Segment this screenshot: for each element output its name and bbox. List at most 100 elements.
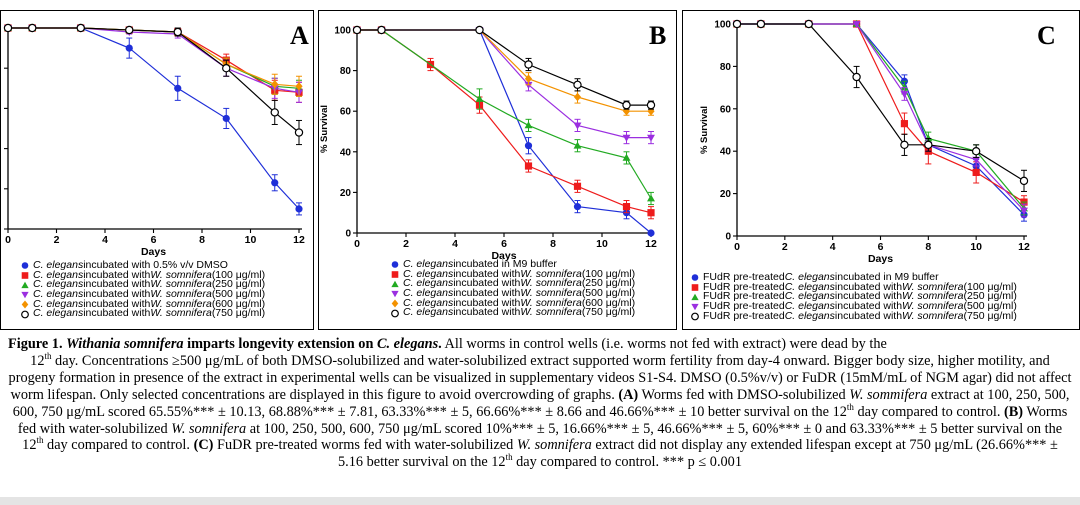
x-tick-label-b-0: 0 (354, 238, 360, 250)
legend-entry: FUdR pre-treated C. elegans incubated wi… (689, 290, 1017, 303)
data-point-b-2-5 (622, 153, 631, 161)
data-point-b-5-3 (524, 60, 533, 69)
series-line-c-1 (737, 23, 1025, 203)
data-point-a-0-6 (271, 179, 279, 187)
data-point-b-0-4 (573, 203, 582, 211)
y-tick-label-c-0: 0 (725, 232, 731, 243)
legend-marker-shape (691, 304, 699, 311)
legend-entry: FUdR pre-treated C. elegans incubated wi… (689, 280, 1017, 293)
legend-text: (100 μg/ml) (211, 268, 266, 281)
series-line-a-2 (8, 27, 300, 89)
legend-text: W. somnifera (902, 300, 964, 313)
legend-text: incubated with (834, 280, 903, 293)
legend-marker (19, 310, 33, 319)
legend-marker-shape (21, 300, 29, 309)
legend-text: incubated with (83, 268, 151, 281)
legend-c: FUdR pre-treated C. elegans incubated in… (689, 272, 1017, 322)
legend-text: W. somnifera (150, 278, 212, 291)
data-point-b-1-6 (622, 203, 631, 211)
legend-marker-shape (691, 293, 699, 300)
legend-text: (100 μg/ml) (581, 267, 636, 280)
legend-entry: C. elegans incubated with W. somnifera (… (389, 267, 636, 280)
legend-text: (250 μg/ml) (211, 278, 266, 291)
legend-entry: FUdR pre-treated C. elegans incubated wi… (689, 300, 1017, 313)
legend-marker-svg (691, 304, 699, 311)
legend-marker-svg (391, 309, 399, 318)
y-tick-label-b-3: 60 (340, 107, 352, 118)
data-point-b-1-5 (573, 182, 582, 190)
legend-marker (389, 309, 403, 318)
legend-entry: C. elegans incubated with W. somnifera (… (389, 307, 635, 318)
legend-text: C. elegans (33, 288, 84, 301)
series-line-c-2 (737, 23, 1025, 209)
panel-c: 0 2 4 6 8 10 12 0 20 40 60 80 100 Days % Survival C FU… (682, 10, 1080, 330)
legend-text: W. somnifera (520, 267, 582, 280)
x-tick-label-c-6: 12 (1018, 241, 1030, 253)
legend-marker-svg (21, 300, 29, 309)
y-tick-label-c-1: 20 (720, 189, 732, 200)
legend-text: incubated with (834, 309, 903, 322)
legend-text: C. elegans (403, 277, 454, 290)
data-point-b-3-6 (647, 134, 655, 142)
data-point-a-0-5 (222, 114, 230, 123)
caption-label-b: (B) (1003, 403, 1024, 420)
data-point-c-2-4 (900, 83, 909, 91)
data-point-c-3-6 (972, 156, 981, 164)
legend-marker (19, 271, 33, 280)
legend-entry: C. elegans incubated with W. somnifera (… (19, 299, 265, 310)
x-tick-label-b-2: 4 (452, 238, 458, 250)
data-point-a-5-2 (76, 23, 85, 33)
legend-entry: C. elegans incubated with W. somnifera (… (19, 268, 266, 281)
x-tick-label-b-1: 2 (403, 238, 409, 250)
legend-entry: C. elegans incubated with W. somnifera (… (389, 288, 635, 299)
legend-marker-shape (21, 281, 29, 288)
legend-marker-svg (691, 293, 699, 300)
data-point-b-5-2 (475, 25, 484, 35)
y-tick-label-b-5: 100 (334, 26, 351, 37)
legend-entry: C. elegans incubated with W. somnifera (… (19, 278, 266, 291)
legend-entry: C. elegans incubated in M9 buffer (389, 259, 635, 270)
legend-marker-svg (691, 312, 699, 321)
legend-text: FUdR pre-treated (703, 300, 785, 313)
legend-b: C. elegans incubated in M9 buffer C. eleg… (389, 259, 636, 318)
panel-letter-a: A (290, 21, 309, 50)
y-tick-label-c-3: 60 (720, 104, 732, 115)
legend-marker (689, 293, 703, 302)
x-tick-label-b-4: 8 (550, 238, 556, 250)
legend-marker-svg (391, 291, 399, 298)
caption-body: 12th day. Concentrations ≥500 μg/mL of b… (8, 351, 1072, 471)
data-point-c-4-4 (900, 140, 909, 150)
y-tick-label-c-2: 40 (720, 147, 732, 158)
series-line-a-3 (8, 27, 300, 93)
data-point-a-5-3 (125, 25, 134, 35)
legend-text: (250 μg/ml) (963, 290, 1017, 303)
series-b-3 (353, 27, 655, 145)
legend-text: C. elegans (784, 290, 835, 303)
panel-a: 0 2 4 6 8 10 12 Days A C. elegans incubated wit… (0, 10, 314, 330)
y-tick-label-b-2: 40 (340, 147, 352, 158)
legend-marker (19, 281, 33, 290)
chart-c: 0 2 4 6 8 10 12 0 20 40 60 80 100 Days % Survival (699, 19, 1030, 266)
data-point-b-4-3 (524, 74, 533, 84)
x-tick-label-b-6: 12 (645, 238, 657, 250)
panel-b: 0 2 4 6 8 10 12 0 20 40 60 80 100 Days % Survival B C.… (318, 10, 677, 330)
legend-marker-shape (391, 291, 399, 298)
legend-text: (750 μg/ml) (963, 309, 1017, 322)
data-point-c-4-5 (924, 140, 933, 150)
series-line-b-0 (357, 29, 652, 234)
data-point-c-4-7 (1019, 176, 1029, 186)
legend-marker-shape (21, 262, 29, 270)
legend-marker-shape (691, 312, 699, 321)
x-axis-label-a: Days (141, 246, 166, 258)
x-tick-label-c-0: 0 (734, 241, 740, 253)
y-tick-label-b-0: 0 (345, 229, 351, 240)
data-point-c-4-0 (732, 19, 742, 29)
data-point-a-5-5 (222, 64, 231, 73)
series-a-0 (4, 24, 303, 216)
x-tick-label-c-4: 8 (925, 241, 931, 253)
legend-marker (689, 302, 703, 311)
data-point-a-5-6 (270, 108, 279, 117)
legend-marker (689, 283, 703, 292)
legend-text: incubated with (453, 296, 521, 309)
legend-text: W. somnifera (520, 296, 582, 309)
